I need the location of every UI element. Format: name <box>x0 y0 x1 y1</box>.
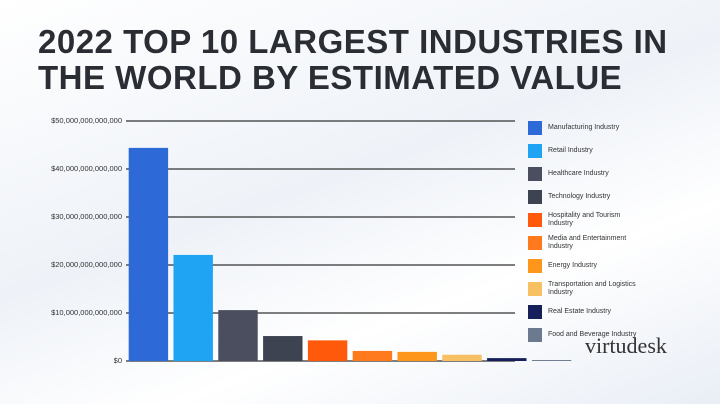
legend-label: Transportation and Logistics Industry <box>548 280 636 296</box>
bar <box>263 336 303 361</box>
bar <box>128 147 169 361</box>
legend-swatch <box>528 212 542 227</box>
legend-swatch <box>528 281 542 296</box>
legend-item: Real Estate Industry <box>528 300 658 323</box>
chart-title: 2022 TOP 10 LARGEST INDUSTRIES IN THE WO… <box>38 23 668 96</box>
legend-item: Food and Beverage Industry <box>528 323 658 346</box>
y-tick-label: $30,000,000,000,000 <box>51 212 122 221</box>
legend-label: Energy Industry <box>548 261 598 269</box>
legend-swatch <box>528 235 542 250</box>
legend-item: Manufacturing Industry <box>528 116 658 139</box>
bar <box>442 354 482 361</box>
legend-item: Media and Entertainment Industry <box>528 231 658 254</box>
legend-swatch <box>528 258 542 273</box>
legend-item: Transportation and Logistics Industry <box>528 277 658 300</box>
legend-item: Healthcare Industry <box>528 162 658 185</box>
legend-item: Energy Industry <box>528 254 658 277</box>
legend-swatch <box>528 304 542 319</box>
legend-label: Food and Beverage Industry <box>548 330 637 338</box>
legend-item: Hospitality and Tourism Industry <box>528 208 658 231</box>
legend-item: Retail Industry <box>528 139 658 162</box>
bar <box>352 350 393 361</box>
legend-swatch <box>528 166 542 181</box>
legend-swatch <box>528 189 542 204</box>
bar <box>307 340 348 361</box>
y-tick-label: $10,000,000,000,000 <box>51 308 122 317</box>
legend-swatch <box>528 327 542 342</box>
y-tick-label: $40,000,000,000,000 <box>51 164 122 173</box>
bar <box>397 351 437 361</box>
legend-label: Hospitality and Tourism Industry <box>548 211 621 227</box>
legend: Manufacturing Industry Retail Industry Hea… <box>528 116 658 346</box>
bar <box>218 310 258 361</box>
bar <box>173 254 213 361</box>
legend-item: Technology Industry <box>528 185 658 208</box>
legend-label: Media and Entertainment Industry <box>548 234 627 250</box>
y-tick-label: $0 <box>114 356 122 365</box>
bar <box>531 360 572 361</box>
legend-swatch <box>528 143 542 158</box>
legend-swatch <box>528 120 542 135</box>
y-tick-label: $50,000,000,000,000 <box>51 116 122 125</box>
legend-label: Manufacturing Industry <box>548 123 620 131</box>
brand-logo: virtudesk <box>585 333 667 358</box>
legend-label: Technology Industry <box>548 192 611 200</box>
bar <box>487 358 527 361</box>
legend-label: Retail Industry <box>548 146 593 154</box>
y-tick-label: $20,000,000,000,000 <box>51 260 122 269</box>
legend-label: Real Estate Industry <box>548 307 612 315</box>
legend-label: Healthcare Industry <box>548 169 609 177</box>
